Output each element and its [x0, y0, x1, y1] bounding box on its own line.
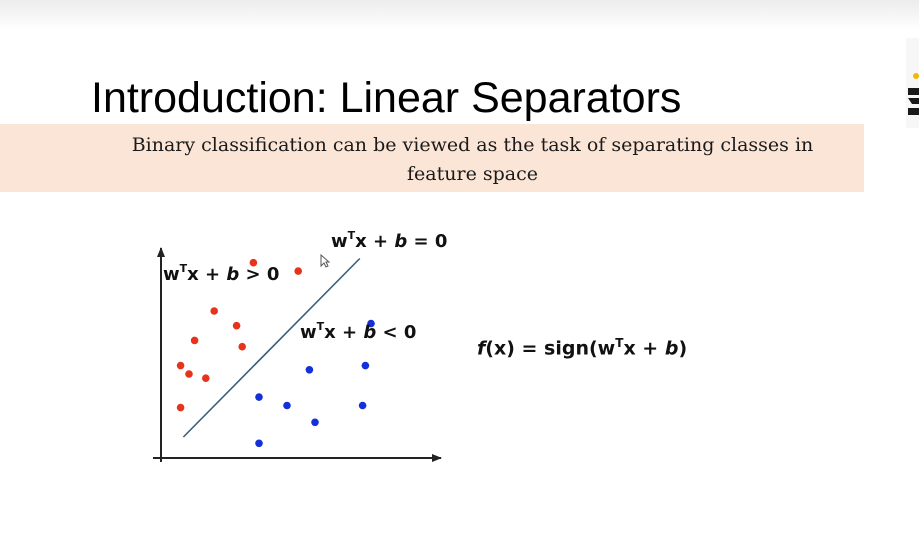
negative-point-5: [283, 401, 291, 410]
slide-title: Introduction: Linear Separators: [91, 74, 682, 122]
negative-point-2: [305, 366, 314, 374]
top-shade: [0, 0, 919, 30]
mouse-cursor-icon: [320, 254, 330, 268]
separator-line: [182, 257, 361, 438]
positive-point-10: [176, 403, 185, 412]
positive-point-6: [238, 342, 246, 351]
slide-subtitle: Binary classification can be viewed as t…: [131, 134, 814, 185]
negative-point-4: [255, 393, 263, 401]
positive-point-5: [190, 336, 199, 345]
positive-point-9: [202, 374, 210, 382]
negative-point-6: [358, 401, 367, 410]
scatter-plot: wTx + b = 0 wTx + b > 0 wTx + b < 0: [153, 229, 447, 462]
decision-function: f(x) = sign(wTx + b): [477, 336, 688, 360]
negative-point-8: [255, 439, 263, 448]
positive-point-2: [294, 267, 302, 275]
positive-point-4: [232, 321, 241, 330]
positive-point-1: [249, 258, 258, 267]
negative-point-7: [311, 418, 319, 427]
positive-point-7: [176, 361, 185, 370]
logo-icon: [908, 73, 919, 115]
negative-point-1: [367, 319, 375, 328]
subtitle-band: [0, 124, 864, 192]
positive-region-equation: wTx + b > 0: [163, 262, 279, 285]
right-edge-panel: [906, 38, 919, 128]
positive-point-8: [185, 370, 193, 378]
negative-point-3: [361, 361, 370, 370]
boundary-equation: wTx + b = 0: [331, 229, 447, 252]
positive-point-3: [210, 307, 218, 315]
data-points: [176, 258, 375, 448]
negative-region-equation: wTx + b < 0: [300, 320, 416, 343]
